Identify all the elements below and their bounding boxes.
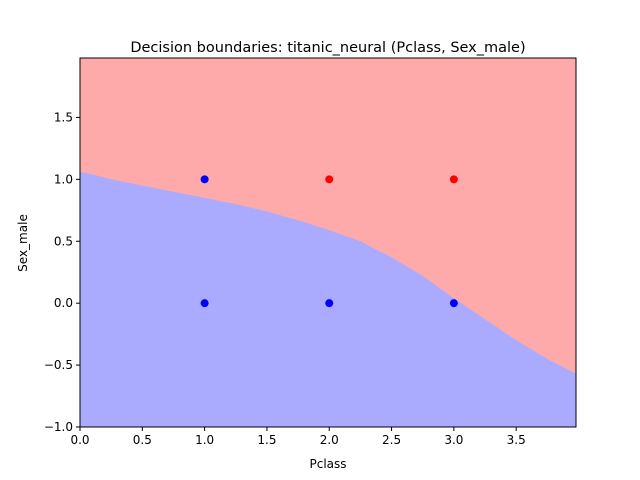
x-tick-label: 3.5 (507, 433, 526, 447)
data-point (449, 175, 458, 184)
data-point (325, 299, 334, 308)
data-point (449, 299, 458, 308)
y-tick-label: 1.5 (54, 110, 73, 124)
x-tick-label: 1.0 (195, 433, 214, 447)
plot-area (79, 57, 577, 428)
x-axis-label: Pclass (309, 457, 346, 471)
plot-frame (79, 57, 577, 428)
x-tick-label: 2.0 (320, 433, 339, 447)
x-tick-label: 2.5 (382, 433, 401, 447)
x-tick-label: 0.0 (70, 433, 89, 447)
x-tick-label: 0.5 (133, 433, 152, 447)
x-axis-ticks: 0.0 0.5 1.0 1.5 2.0 2.5 3.0 3.5 (70, 427, 526, 447)
data-point (200, 175, 209, 184)
data-point (200, 299, 209, 308)
y-tick-label: −1.0 (44, 420, 73, 434)
y-axis-label: Sex_male (16, 214, 30, 272)
data-point (325, 175, 334, 184)
y-tick-label: −0.5 (44, 358, 73, 372)
y-tick-label: 0.0 (54, 296, 73, 310)
y-tick-label: 0.5 (54, 234, 73, 248)
y-tick-label: 1.0 (54, 172, 73, 186)
x-tick-label: 1.5 (257, 433, 276, 447)
y-axis-ticks: −1.0 −0.5 0.0 0.5 1.0 1.5 (44, 110, 80, 434)
chart-title: Decision boundaries: titanic_neural (Pcl… (130, 40, 525, 56)
data-points (200, 175, 458, 308)
x-tick-label: 3.0 (444, 433, 463, 447)
